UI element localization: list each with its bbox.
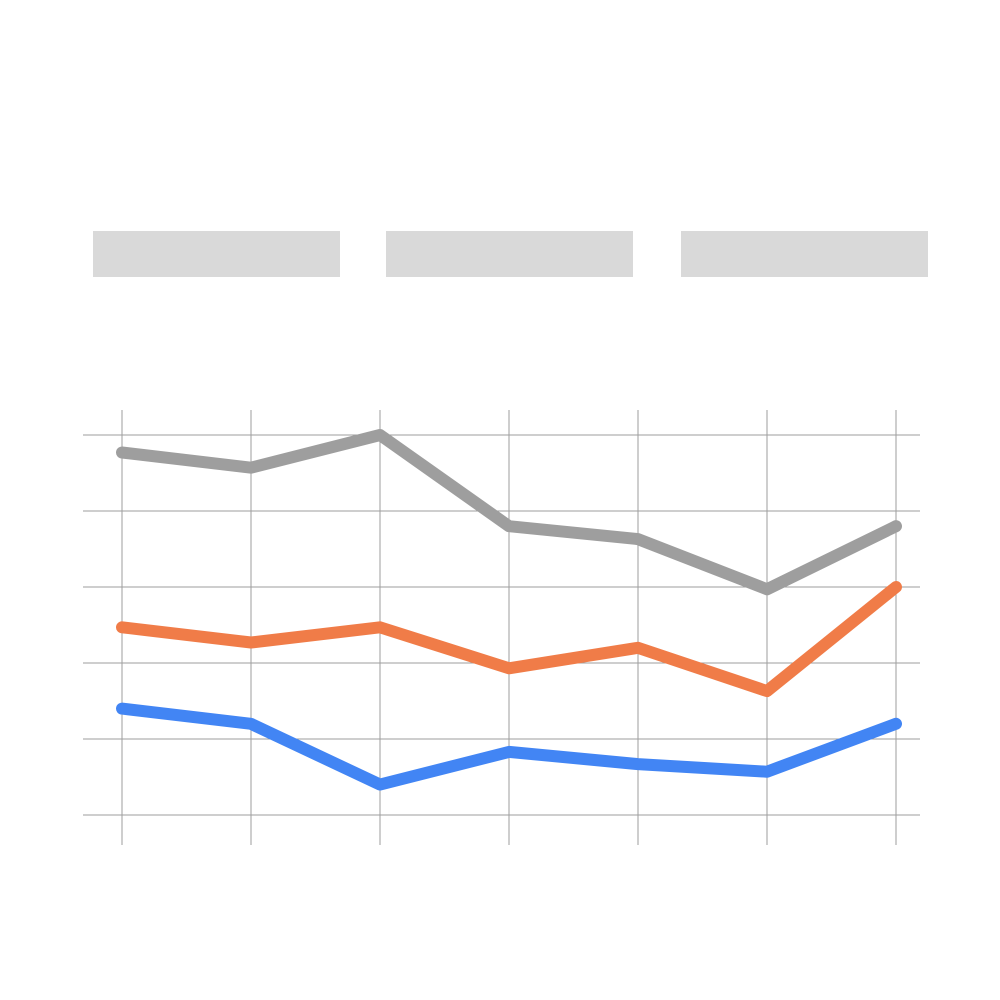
series-line-2	[116, 581, 902, 698]
legend-entry-2	[386, 231, 633, 277]
series-line-1	[116, 702, 902, 791]
series-line-3	[116, 429, 902, 596]
legend-entry-3	[681, 231, 928, 277]
series-layer	[116, 429, 902, 791]
chart-grid	[83, 410, 920, 845]
legend-entry-1	[93, 231, 340, 277]
